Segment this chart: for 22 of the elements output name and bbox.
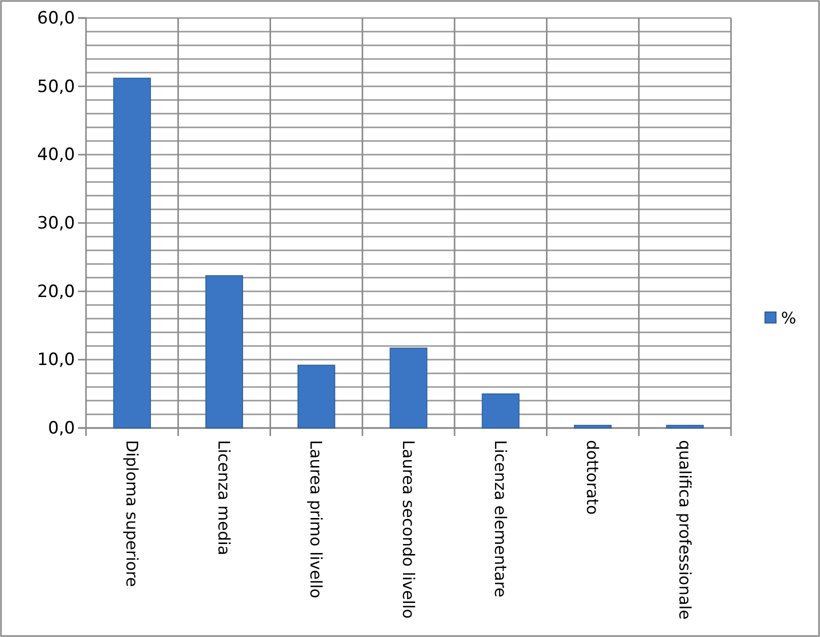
x-tick-label: Laurea secondo livello <box>398 440 418 619</box>
y-tick-label: 60,0 <box>37 8 75 28</box>
legend-label: % <box>781 308 796 328</box>
y-tick-label: 20,0 <box>37 282 75 302</box>
x-tick-label: Laurea primo livello <box>306 440 326 598</box>
y-tick-label: 40,0 <box>37 145 75 166</box>
y-tick-label: 0,0 <box>48 418 75 438</box>
x-tick-label: Licenza elementare <box>491 440 510 598</box>
bar <box>113 78 151 428</box>
x-tick-label: dottorato <box>583 440 602 515</box>
bar <box>666 424 704 428</box>
x-tick-label: Diploma superiore <box>122 440 142 587</box>
y-tick-label: 50,0 <box>37 76 75 97</box>
x-tick-label: Licenza media <box>214 440 234 556</box>
bar <box>298 364 336 428</box>
y-tick-label: 30,0 <box>37 213 75 234</box>
bar <box>390 348 428 428</box>
bar <box>205 275 244 428</box>
x-tick-label: qualifica professionale <box>675 440 694 620</box>
bar <box>482 393 520 428</box>
y-tick-label: 10,0 <box>37 350 75 370</box>
bar <box>574 424 612 428</box>
